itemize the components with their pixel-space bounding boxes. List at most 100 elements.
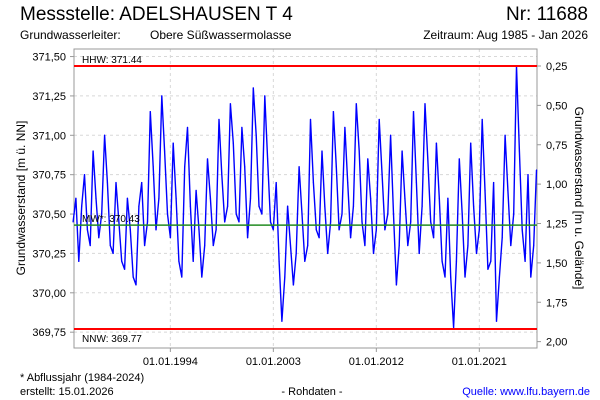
data-point — [327, 252, 329, 255]
data-point — [166, 213, 169, 215]
data-point — [304, 260, 306, 262]
data-point — [158, 197, 160, 199]
reference-lines: HHW: 371.44 MW*: 370.43 NNW: 369.77 — [74, 55, 537, 345]
data-point — [181, 276, 183, 278]
reference-label: NNW: 369.77 — [82, 334, 142, 345]
data-point — [144, 244, 146, 247]
data-point — [146, 221, 149, 223]
x-tick-label: 01.01.2021 — [452, 356, 507, 368]
y-tick-label: 371,50 — [32, 52, 66, 64]
data-point — [264, 95, 266, 97]
data-point — [398, 244, 400, 247]
data-point — [235, 213, 237, 215]
data-point — [195, 189, 197, 192]
data-point — [267, 158, 269, 160]
data-point — [112, 252, 114, 255]
data-point — [178, 260, 180, 262]
reference-label: HHW: 371.44 — [82, 55, 142, 66]
y-tick-label: 370,50 — [32, 209, 66, 221]
data-point — [524, 260, 526, 262]
data-point — [123, 268, 126, 270]
data-point — [467, 244, 469, 247]
data-point — [352, 205, 355, 207]
source-link[interactable]: Quelle: www.lfu.bayern.de — [462, 386, 590, 398]
data-point — [301, 213, 303, 215]
data-point — [86, 229, 88, 231]
y-tick-label: 370,25 — [32, 248, 66, 260]
y-axis-label: Grundwasserstand [m ü. NN] — [14, 121, 28, 276]
data-point — [287, 205, 289, 207]
aquifer-value: Obere Süßwassermolasse — [150, 28, 292, 42]
data-point — [450, 276, 452, 278]
data-point — [507, 189, 509, 192]
y-right-tick-label: 1,75 — [546, 297, 567, 309]
data-point — [412, 111, 415, 113]
data-point — [269, 221, 272, 223]
data-point — [164, 150, 166, 152]
data-point — [209, 197, 212, 199]
data-point — [481, 118, 483, 121]
station-number: Nr: 11688 — [506, 4, 588, 25]
data-point — [118, 221, 120, 223]
data-point — [447, 197, 449, 199]
data-point — [344, 126, 346, 129]
y-right-tick-label: 2,00 — [546, 337, 567, 349]
data-point — [490, 260, 492, 262]
data-point — [95, 197, 97, 199]
data-point — [289, 244, 292, 247]
data-point — [367, 158, 369, 160]
data-point — [487, 268, 489, 270]
data-point — [215, 229, 217, 231]
y-right-tick-label: 0,50 — [546, 100, 567, 112]
data-point — [149, 111, 151, 113]
data-point — [438, 197, 440, 199]
data-point — [329, 221, 332, 223]
data-point — [83, 174, 86, 176]
data-point — [441, 260, 443, 262]
data-point — [261, 213, 263, 215]
data-point — [390, 134, 392, 136]
data-point — [212, 244, 214, 247]
data-point — [418, 252, 420, 255]
data-point — [410, 221, 412, 223]
data-point — [321, 150, 323, 152]
y-axis-right-label: Grundwasserstand [m u. Gelände] — [572, 107, 586, 290]
data-point — [495, 320, 498, 322]
station-title: Messstelle: ADELSHAUSEN T 4 — [20, 4, 293, 25]
data-point — [347, 181, 349, 184]
x-axis: 01.01.1994 01.01.2003 01.01.2012 01.01.2021 — [143, 348, 507, 368]
period: Zeitraum: Aug 1985 - Jan 2026 — [423, 28, 588, 42]
data-point — [81, 205, 83, 207]
data-point — [295, 252, 297, 255]
data-point — [421, 205, 423, 207]
x-tick-label: 01.01.2012 — [349, 356, 404, 368]
data-point — [392, 213, 395, 215]
data-point — [384, 229, 386, 231]
data-point — [349, 237, 352, 239]
data-point — [355, 103, 357, 105]
data-point — [189, 205, 191, 207]
data-point — [361, 221, 363, 223]
aquifer-label: Grundwasserleiter: — [20, 28, 121, 42]
data-point — [249, 197, 252, 199]
data-point — [201, 276, 203, 278]
data-point — [484, 189, 486, 192]
data-point — [312, 181, 314, 184]
y-tick-label: 370,00 — [32, 288, 66, 300]
data-point — [278, 260, 280, 262]
data-point — [473, 205, 475, 207]
reference-label: MW*: 370.43 — [82, 214, 140, 225]
data-point — [478, 229, 480, 231]
data-point — [138, 205, 140, 207]
data-point — [103, 134, 106, 136]
y-tick-label: 371,25 — [32, 91, 66, 103]
footnote: * Abflussjahr (1984-2024) — [20, 372, 144, 384]
y-right-tick-label: 1,00 — [546, 179, 567, 191]
data-point — [504, 134, 506, 136]
data-point — [315, 229, 317, 231]
data-point — [518, 150, 520, 152]
data-point — [375, 229, 377, 231]
y-tick-label: 369,75 — [32, 327, 66, 339]
data-point — [184, 166, 186, 168]
grid — [74, 49, 537, 348]
